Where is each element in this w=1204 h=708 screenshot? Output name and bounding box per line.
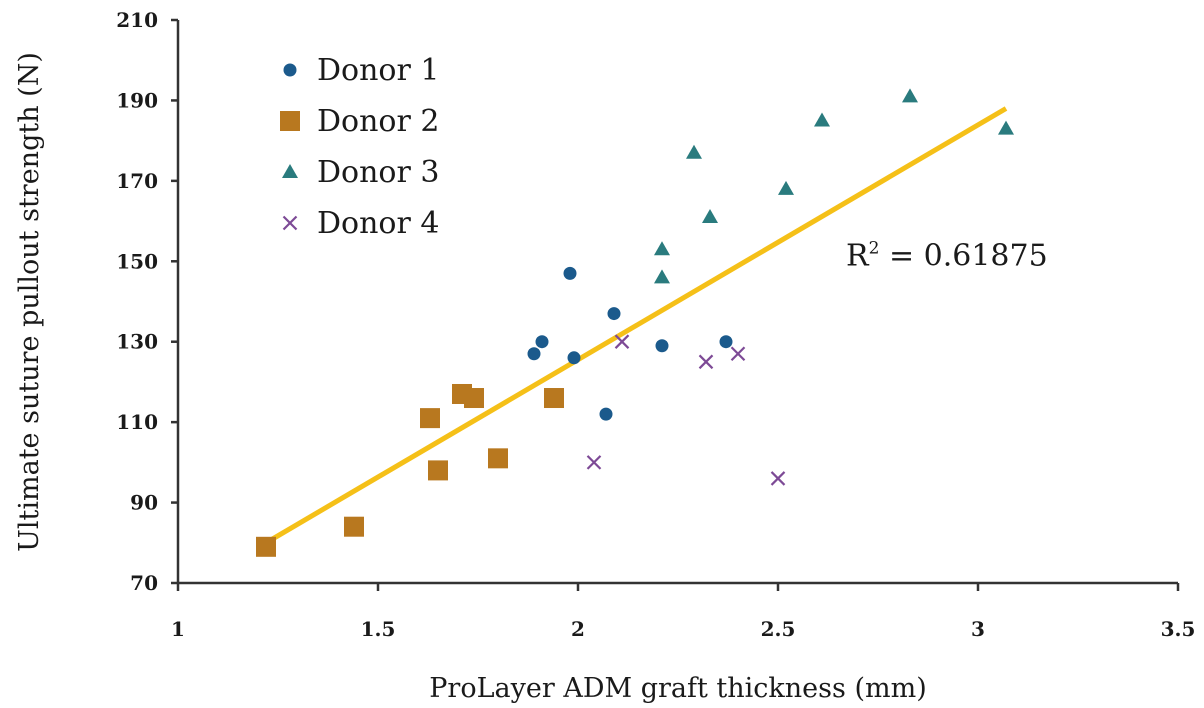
data-point-donor-2 [464,388,484,409]
data-point-donor-2 [256,536,276,557]
data-point-donor-4 [730,346,746,362]
axes [171,18,1180,591]
data-point-donor-3 [998,120,1014,135]
legend-marker-donor-3 [282,164,298,178]
x-tick-label: 2.5 [761,617,796,641]
legend-label: Donor 1 [317,53,439,88]
y-tick-label: 170 [116,169,158,193]
y-tick-label: 90 [130,491,158,515]
data-point-donor-1 [599,407,613,421]
data-point-donor-3 [778,180,794,195]
r-squared-annotation: R2 = 0.61875 [846,238,1048,273]
data-point-donor-2 [488,448,508,469]
data-point-donor-3 [686,144,702,159]
y-tick-label: 70 [130,571,158,595]
data-point-donor-2 [420,408,440,429]
x-tick-label: 3 [971,617,985,641]
data-point-donor-3 [902,88,918,103]
legend-label: Donor 2 [317,104,439,139]
data-point-donor-4 [698,354,714,370]
data-point-donor-4 [614,334,630,349]
y-tick-label: 190 [116,88,158,112]
legend-label: Donor 3 [317,155,439,190]
legend-marker-donor-2 [280,111,300,131]
legend-marker-donor-1 [283,63,297,77]
data-points [256,88,1014,557]
data-point-donor-3 [814,112,830,127]
data-point-donor-1 [535,335,549,349]
x-tick-label: 1.5 [361,617,396,641]
y-tick-label: 130 [116,330,158,354]
legend: Donor 1 Donor 2 Donor 3 Donor 4 [280,53,439,241]
data-point-donor-1 [527,347,541,361]
data-point-donor-3 [702,209,718,224]
x-tick-label: 1 [171,617,185,641]
data-point-donor-3 [654,269,670,284]
legend-marker-donor-4 [282,215,298,231]
x-axis-title: ProLayer ADM graft thickness (mm) [429,673,926,704]
data-point-donor-2 [428,460,448,481]
y-axis-title: Ultimate suture pullout strength (N) [14,52,45,552]
data-point-donor-2 [544,388,564,409]
x-tick-label: 2 [571,617,585,641]
y-tick-label: 210 [116,8,158,32]
data-point-donor-1 [655,339,669,353]
y-tick-label: 150 [116,249,158,273]
data-point-donor-1 [563,266,577,280]
tick-labels: 70 90 110 130 150 170 190 210 1 1.5 2 2.5 3 3.5 [116,8,1195,641]
data-point-donor-4 [586,455,602,470]
data-point-donor-2 [344,516,364,537]
legend-label: Donor 4 [317,206,439,241]
data-point-donor-1 [567,351,581,365]
data-point-donor-4 [770,471,786,486]
y-tick-label: 110 [116,410,158,434]
trendline [264,106,1008,545]
trendline-group [264,106,1008,545]
data-point-donor-1 [607,307,621,321]
x-tick-label: 3.5 [1161,617,1196,641]
data-point-donor-3 [654,241,670,256]
data-point-donor-1 [719,335,733,349]
